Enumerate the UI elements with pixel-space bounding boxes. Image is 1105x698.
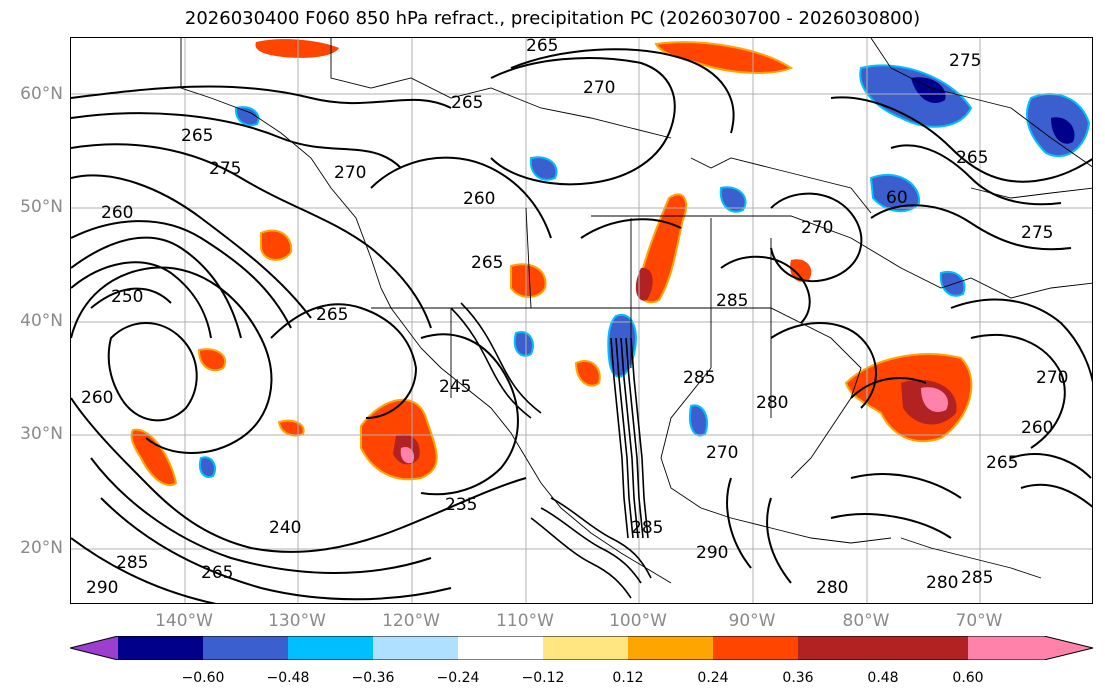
colorbar-bin (968, 636, 1044, 660)
lon-label-100w: 100°W (609, 611, 667, 631)
lat-label-40n: 40°N (20, 311, 63, 331)
contour-label: 260 (101, 203, 133, 223)
lon-label-90w: 90°W (728, 611, 776, 631)
contour-label: 280 (926, 573, 958, 593)
colorbar-bin (288, 636, 373, 660)
contour-label: 240 (269, 518, 301, 538)
colorbar-tick: 0.48 (867, 670, 899, 686)
contour-label: 275 (1021, 223, 1053, 243)
refractivity-contours (71, 48, 1092, 603)
colorbar-tick: 0.12 (612, 670, 644, 686)
colorbar-tick: −0.48 (266, 670, 310, 686)
contour-label: 270 (706, 443, 738, 463)
lat-label-50n: 50°N (20, 197, 63, 217)
colorbar (70, 636, 1094, 660)
contour-label: 270 (801, 218, 833, 238)
contour-label: 290 (86, 578, 118, 598)
lon-label-80w: 80°W (842, 611, 890, 631)
colorbar-bin (883, 636, 968, 660)
contour-label: 265 (526, 38, 558, 56)
contour-label: 265 (316, 305, 348, 325)
colorbar-tick: 0.60 (952, 670, 984, 686)
lat-label-30n: 30°N (20, 424, 63, 444)
colorbar-bin (798, 636, 883, 660)
contour-label: 270 (334, 163, 366, 183)
contour-label: 250 (111, 287, 143, 307)
contour-label: 275 (949, 51, 981, 71)
contour-label: 265 (181, 126, 213, 146)
contour-label: 265 (956, 148, 988, 168)
contour-label: 280 (816, 578, 848, 598)
contour-label: 275 (209, 159, 241, 179)
colorbar-extend-high (1044, 636, 1093, 660)
contour-label: 290 (696, 543, 728, 563)
colorbar-extend-low (70, 636, 118, 660)
colorbar-bin (203, 636, 288, 660)
lon-label-130w: 130°W (268, 611, 326, 631)
colorbar-bin (458, 636, 543, 660)
colorbar-bin (118, 636, 203, 660)
colorbar-tick: −0.60 (181, 670, 225, 686)
contour-label: 285 (631, 518, 663, 538)
lon-label-110w: 110°W (496, 611, 554, 631)
contour-label: 260 (81, 388, 113, 408)
contour-label: 285 (116, 553, 148, 573)
precip-shading-positive (130, 39, 973, 486)
map-canvas: 265 270 275 265 275 270 265 260 250 265 … (71, 38, 1092, 603)
map-title: 2026030400 F060 850 hPa refract., precip… (184, 8, 921, 29)
lon-label-120w: 120°W (382, 611, 440, 631)
contour-label: 265 (986, 453, 1018, 473)
colorbar-bin (628, 636, 713, 660)
lon-label-70w: 70°W (955, 611, 1003, 631)
colorbar-bin (543, 636, 628, 660)
lon-label-140w: 140°W (155, 611, 213, 631)
contour-label: 60 (886, 188, 908, 208)
lat-label-60n: 60°N (20, 84, 63, 104)
colorbar-tick: 0.36 (782, 670, 814, 686)
contour-label: 270 (583, 78, 615, 98)
graticule (71, 38, 1092, 603)
contour-label: 260 (463, 189, 495, 209)
contour-label: 265 (451, 93, 483, 113)
contour-label: 270 (1036, 368, 1068, 388)
coastlines-borders (180, 38, 1092, 584)
colorbar-bin (373, 636, 458, 660)
colorbar-tick: −0.36 (351, 670, 395, 686)
contour-label: 280 (756, 393, 788, 413)
colorbar-tick: 0.24 (697, 670, 729, 686)
contour-label: 245 (439, 377, 471, 397)
contour-label-group: 265 270 275 265 275 270 265 260 250 265 … (81, 38, 1068, 598)
contour-label: 260 (1021, 418, 1053, 438)
map-panel: 265 270 275 265 275 270 265 260 250 265 … (70, 37, 1093, 604)
contour-label: 285 (961, 568, 993, 588)
contour-label: 285 (683, 368, 715, 388)
colorbar-tick: −0.24 (436, 670, 480, 686)
lat-label-20n: 20°N (20, 538, 63, 558)
contour-label: 265 (201, 563, 233, 583)
dense-contour-cluster (450, 302, 652, 599)
contour-label: 235 (445, 495, 477, 515)
contour-label: 285 (716, 291, 748, 311)
contour-label: 265 (471, 253, 503, 273)
colorbar-tick: −0.12 (521, 670, 565, 686)
colorbar-bin (713, 636, 798, 660)
